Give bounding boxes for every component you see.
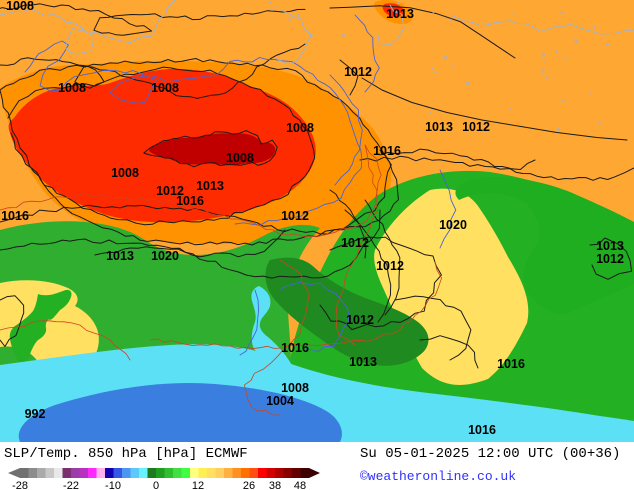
svg-text:1020: 1020 xyxy=(439,218,467,232)
svg-text:1020: 1020 xyxy=(151,249,179,263)
svg-text:1012: 1012 xyxy=(596,252,624,266)
svg-text:12: 12 xyxy=(192,480,204,490)
svg-text:1016: 1016 xyxy=(497,357,525,371)
svg-text:1008: 1008 xyxy=(6,0,34,13)
svg-text:1016: 1016 xyxy=(176,194,204,208)
svg-text:1012: 1012 xyxy=(341,236,369,250)
svg-text:1013: 1013 xyxy=(596,239,624,253)
svg-text:1008: 1008 xyxy=(151,81,179,95)
svg-text:1016: 1016 xyxy=(1,209,29,223)
svg-text:-10: -10 xyxy=(105,480,121,490)
svg-text:1012: 1012 xyxy=(281,209,309,223)
svg-text:48: 48 xyxy=(294,480,306,490)
svg-text:38: 38 xyxy=(269,480,281,490)
svg-text:0: 0 xyxy=(153,480,159,490)
svg-text:-22: -22 xyxy=(63,480,79,490)
svg-text:1013: 1013 xyxy=(106,249,134,263)
svg-text:1008: 1008 xyxy=(226,151,254,165)
svg-text:1013: 1013 xyxy=(196,179,224,193)
svg-text:1012: 1012 xyxy=(346,313,374,327)
svg-text:1008: 1008 xyxy=(281,381,309,395)
svg-text:1016: 1016 xyxy=(281,341,309,355)
svg-text:1008: 1008 xyxy=(111,166,139,180)
svg-text:1016: 1016 xyxy=(373,144,401,158)
svg-text:1004: 1004 xyxy=(266,394,294,408)
svg-text:1013: 1013 xyxy=(349,355,377,369)
svg-text:1016: 1016 xyxy=(468,423,496,437)
svg-text:SLP/Temp. 850 hPa [hPa] ECMWF: SLP/Temp. 850 hPa [hPa] ECMWF xyxy=(4,446,248,462)
svg-text:1008: 1008 xyxy=(286,121,314,135)
svg-text:1012: 1012 xyxy=(344,65,372,79)
svg-text:©weatheronline.co.uk: ©weatheronline.co.uk xyxy=(360,469,516,484)
svg-text:1012: 1012 xyxy=(376,259,404,273)
svg-text:1013: 1013 xyxy=(425,120,453,134)
svg-text:992: 992 xyxy=(25,407,46,421)
svg-text:26: 26 xyxy=(243,480,255,490)
svg-text:-28: -28 xyxy=(12,480,28,490)
svg-text:1008: 1008 xyxy=(58,81,86,95)
svg-text:1012: 1012 xyxy=(462,120,490,134)
svg-text:Su 05-01-2025 12:00 UTC (00+36: Su 05-01-2025 12:00 UTC (00+36) xyxy=(360,446,620,462)
svg-text:1013: 1013 xyxy=(386,7,414,21)
